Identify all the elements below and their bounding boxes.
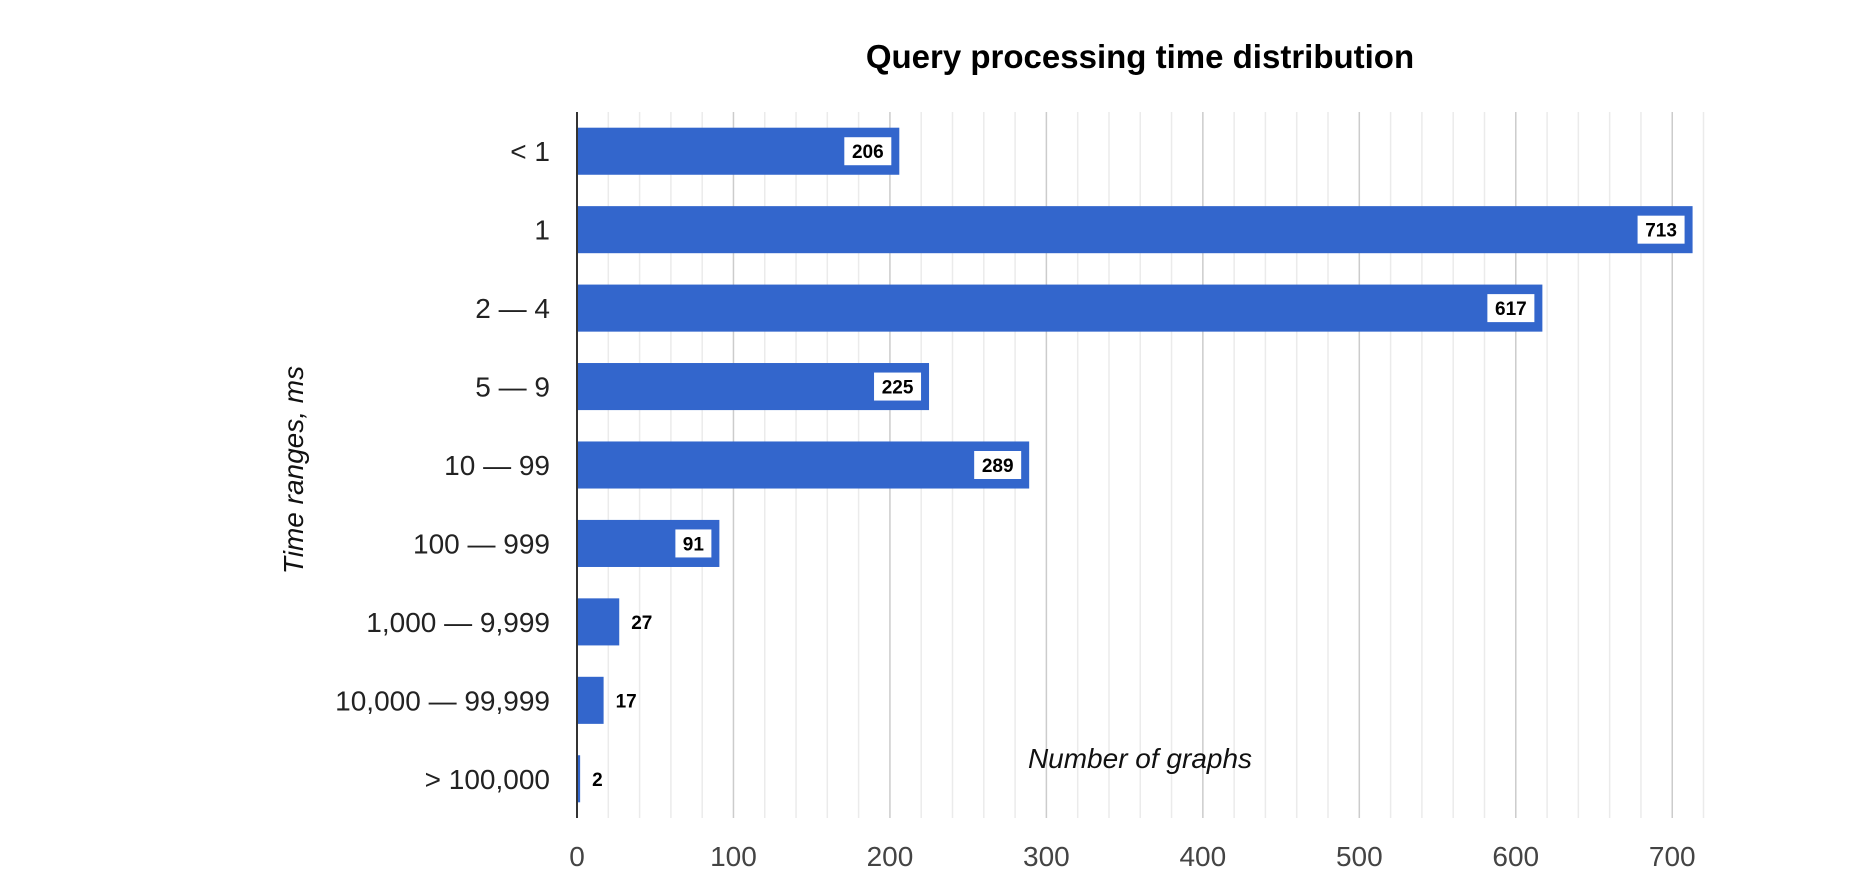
y-category-label: 1 [534, 215, 550, 246]
y-category-label: 10,000 — 99,999 [335, 685, 550, 716]
bar [577, 676, 604, 724]
chart-title: Query processing time distribution [866, 38, 1414, 75]
bar [577, 755, 581, 803]
data-label: 713 [1645, 221, 1677, 242]
data-label: 27 [631, 613, 652, 634]
bar [577, 206, 1693, 254]
y-category-label: 100 — 999 [413, 528, 550, 559]
x-tick-label: 0 [569, 841, 585, 872]
x-tick-label: 300 [1023, 841, 1070, 872]
axes: 0 100 200 300 400 500 600 700 < 1 1 2 — 4 5 — 9 10 —… [335, 112, 1696, 872]
data-label-box [1487, 294, 1535, 323]
y-category-label: 2 — 4 [475, 293, 550, 324]
data-label: 617 [1495, 299, 1527, 320]
data-label: 2 [592, 770, 603, 791]
data-label-box [675, 529, 712, 558]
data-label-box [874, 372, 922, 401]
data-label-box [974, 451, 1022, 479]
x-axis-title: Number of graphs [1028, 743, 1252, 774]
bars [577, 127, 1693, 803]
y-category-label: 10 — 99 [444, 450, 550, 481]
bar [577, 284, 1543, 332]
x-tick-label: 100 [710, 841, 757, 872]
bar [577, 363, 930, 411]
x-tick-label: 400 [1179, 841, 1226, 872]
x-tick-label: 600 [1492, 841, 1539, 872]
data-label: 206 [852, 142, 884, 163]
y-category-label: 1,000 — 9,999 [366, 607, 550, 638]
bar [577, 598, 620, 646]
y-category-label: 5 — 9 [475, 372, 550, 403]
data-labels: 206 713 617 225 289 91 27 17 2 [592, 137, 1685, 791]
y-category-label: > 100,000 [425, 764, 550, 795]
y-category-label: < 1 [510, 136, 550, 167]
data-label: 91 [683, 534, 705, 555]
data-label: 225 [882, 378, 914, 399]
data-label: 289 [982, 456, 1014, 477]
bar [577, 441, 1030, 489]
x-tick-label: 200 [867, 841, 914, 872]
y-axis-title: Time ranges, ms [278, 366, 309, 574]
data-label-box [1637, 215, 1685, 244]
data-label: 17 [616, 691, 637, 712]
x-tick-label: 700 [1649, 841, 1696, 872]
data-label-box [844, 137, 892, 166]
x-tick-label: 500 [1336, 841, 1383, 872]
